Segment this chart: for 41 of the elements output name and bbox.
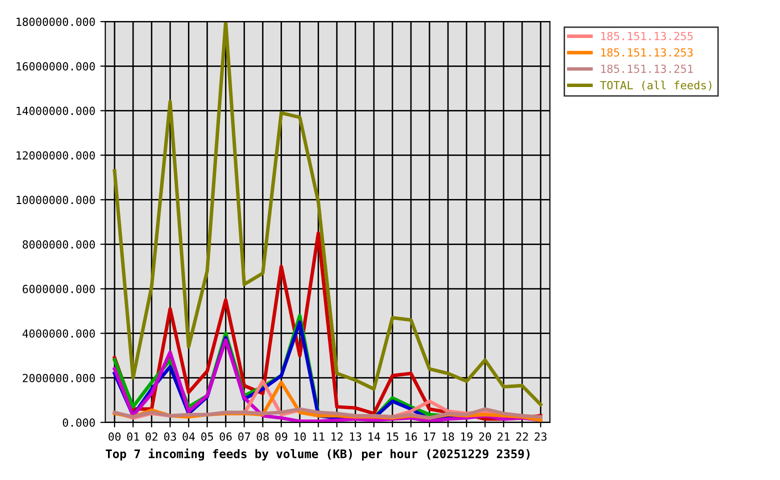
x-tick-label: 06: [220, 432, 232, 441]
x-tick-label: 13: [350, 432, 362, 441]
x-tick-label: 15: [387, 432, 398, 441]
x-tick-label: 22: [516, 432, 528, 441]
x-tick-label: 16: [406, 432, 417, 441]
x-tick-label: 19: [461, 432, 472, 441]
line-series: [112, 407, 542, 420]
x-tick-label: 12: [332, 432, 343, 441]
x-tick-label: 23: [534, 432, 546, 441]
x-tick-label: 14: [368, 432, 380, 441]
y-tick-label: 6000000.000: [22, 284, 95, 294]
x-tick-label: 18: [442, 432, 454, 441]
x-tick-label: 17: [424, 432, 436, 441]
y-tick-label: 18000000.000: [16, 18, 95, 26]
x-tick-label: 02: [146, 432, 158, 441]
legend-label: 185.151.13.255: [601, 32, 693, 40]
x-tick-label: 05: [201, 432, 213, 441]
x-tick-label: 00: [108, 432, 121, 441]
x-tick-label: 04: [182, 432, 195, 441]
x-tick-label: 01: [127, 432, 140, 441]
y-tick-label: 10000000.000: [16, 196, 95, 204]
x-tick-label: 07: [238, 432, 250, 441]
x-tick-label: 03: [164, 432, 176, 441]
y-tick-label: 12000000.000: [16, 151, 95, 160]
x-tick-label: 09: [275, 432, 288, 441]
legend-label: TOTAL (all feeds): [600, 80, 712, 91]
y-tick-label: 0.000: [62, 418, 95, 427]
y-tick-label: 16000000.000: [16, 62, 95, 71]
x-tick-label: 20: [479, 432, 492, 441]
y-tick-label: 4000000.000: [22, 329, 95, 338]
x-tick-label: 08: [256, 432, 269, 441]
y-tick-label: 2000000.000: [22, 374, 95, 382]
x-tick-label: 10: [294, 432, 306, 441]
line-series: [112, 22, 542, 406]
legend-label: 185.151.13.253: [601, 48, 693, 57]
x-tick-label: 21: [498, 432, 510, 441]
y-tick-label: 8000000.000: [22, 240, 95, 249]
legend-label: 185.151.13.251: [601, 64, 693, 73]
y-tick-label: 14000000.000: [16, 106, 95, 116]
x-axis-title: Top 7 incoming feeds by volume (KB) per hour (20251229 2359): [106, 448, 530, 461]
x-tick-label: 11: [312, 432, 324, 441]
